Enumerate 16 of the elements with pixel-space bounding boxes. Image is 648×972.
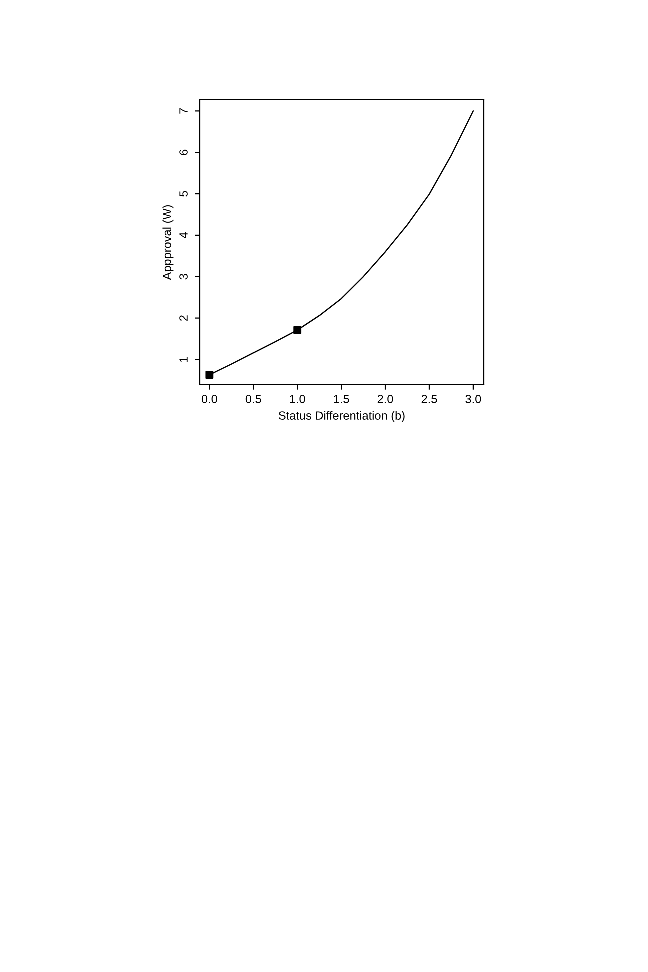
y-tick-label: 3 <box>180 274 188 280</box>
y-tick-label: 1 <box>180 357 188 362</box>
x-tick-label: 3.0 <box>466 395 482 404</box>
y-tick-label: 6 <box>180 150 188 156</box>
x-tick-label: 2.0 <box>378 395 394 404</box>
y-tick-label: 5 <box>180 191 188 197</box>
x-axis-title: Status Differentiation (b) <box>278 411 405 422</box>
y-axis-title: Appproval (W) <box>162 206 174 280</box>
y-tick-label: 7 <box>180 108 188 114</box>
y-tick-label: 2 <box>180 316 188 321</box>
x-tick-label: 2.5 <box>422 395 438 404</box>
x-tick-label: 1.5 <box>334 395 350 404</box>
y-tick-label: 4 <box>180 232 188 238</box>
x-tick-label: 0.0 <box>202 395 218 404</box>
x-tick-label: 0.5 <box>246 395 262 404</box>
x-tick-label: 1.0 <box>290 395 306 404</box>
